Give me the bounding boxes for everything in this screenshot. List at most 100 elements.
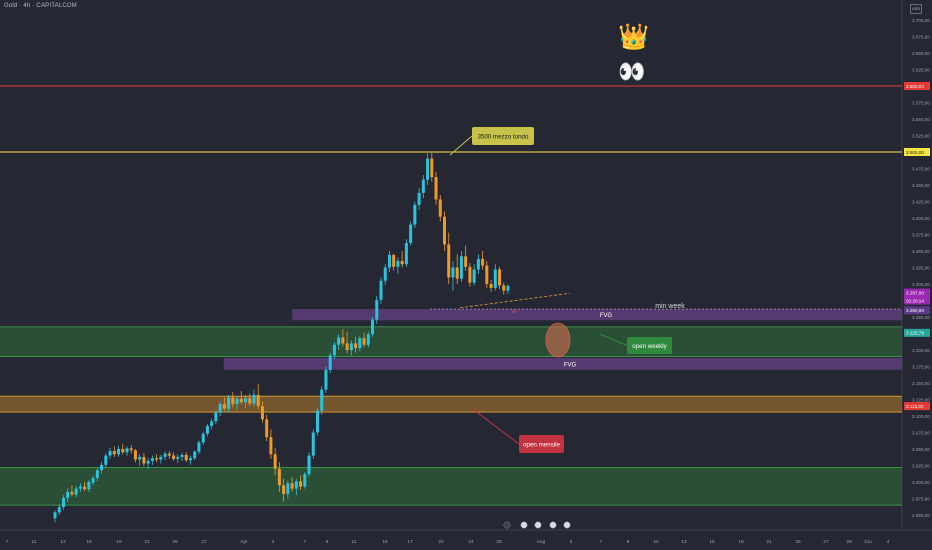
candle-body[interactable] <box>442 216 446 245</box>
candle-body[interactable] <box>159 456 163 460</box>
price-axis-panel[interactable] <box>902 0 932 550</box>
candle-body[interactable] <box>455 267 459 279</box>
candle-body[interactable] <box>345 343 349 350</box>
candle-body[interactable] <box>277 468 281 486</box>
candle-body[interactable] <box>180 454 184 457</box>
candle-body[interactable] <box>231 397 235 405</box>
candle-body[interactable] <box>74 488 78 495</box>
candle-body[interactable] <box>282 485 286 494</box>
candle-body[interactable] <box>417 192 421 205</box>
currency-button[interactable]: USD <box>910 4 922 14</box>
candle-body[interactable] <box>506 285 510 291</box>
candle-body[interactable] <box>83 486 87 490</box>
candle-body[interactable] <box>481 258 485 266</box>
candle-body[interactable] <box>125 448 129 453</box>
candle-body[interactable] <box>129 448 133 451</box>
candle-body[interactable] <box>184 454 188 461</box>
candle-body[interactable] <box>358 338 362 349</box>
candle-body[interactable] <box>290 483 294 489</box>
candle-body[interactable] <box>315 410 319 433</box>
candle-body[interactable] <box>117 449 121 455</box>
candle-body[interactable] <box>392 254 396 267</box>
candle-body[interactable] <box>464 256 468 267</box>
candle-body[interactable] <box>108 450 112 456</box>
candle-body[interactable] <box>286 483 290 494</box>
candle-body[interactable] <box>239 398 243 403</box>
candle-body[interactable] <box>235 398 239 405</box>
candle-body[interactable] <box>138 456 142 460</box>
flag-icon[interactable] <box>549 521 557 529</box>
candle-body[interactable] <box>476 258 480 270</box>
candle-body[interactable] <box>252 394 256 404</box>
candle-body[interactable] <box>375 299 379 320</box>
candle-body[interactable] <box>354 343 358 349</box>
candle-body[interactable] <box>78 486 82 489</box>
candle-body[interactable] <box>87 482 91 490</box>
candle-body[interactable] <box>222 404 226 409</box>
candle-body[interactable] <box>121 449 125 453</box>
candle-body[interactable] <box>201 433 205 443</box>
candle-body[interactable] <box>265 419 269 438</box>
candle-body[interactable] <box>468 266 472 283</box>
candle-body[interactable] <box>248 398 252 404</box>
candle-body[interactable] <box>57 507 61 513</box>
candle-body[interactable] <box>294 481 298 489</box>
candle-body[interactable] <box>150 458 154 461</box>
candle-body[interactable] <box>112 450 116 455</box>
candle-body[interactable] <box>371 319 375 335</box>
highlight-circle[interactable] <box>545 322 571 358</box>
candle-body[interactable] <box>227 397 231 409</box>
candle-body[interactable] <box>205 425 209 434</box>
candle-body[interactable] <box>260 406 264 420</box>
candle-body[interactable] <box>362 338 366 345</box>
candle-body[interactable] <box>100 464 104 471</box>
candle-body[interactable] <box>70 491 74 495</box>
candle-body[interactable] <box>142 456 146 464</box>
candle-body[interactable] <box>489 284 493 288</box>
candle-body[interactable] <box>434 177 438 200</box>
candle-body[interactable] <box>341 337 345 344</box>
candle-body[interactable] <box>472 269 476 283</box>
callout-box[interactable] <box>472 127 534 145</box>
candle-body[interactable] <box>91 478 95 483</box>
candle-body[interactable] <box>66 491 70 498</box>
candle-body[interactable] <box>349 343 353 350</box>
candle-body[interactable] <box>320 389 324 411</box>
flag-icon[interactable] <box>520 521 528 529</box>
candle-body[interactable] <box>485 265 489 284</box>
candle-body[interactable] <box>332 344 336 356</box>
candle-body[interactable] <box>324 369 328 390</box>
candle-body[interactable] <box>430 158 434 178</box>
candle-body[interactable] <box>366 334 370 345</box>
candle-body[interactable] <box>413 204 417 225</box>
candle-body[interactable] <box>256 394 260 407</box>
candle-body[interactable] <box>426 158 430 180</box>
candle-body[interactable] <box>502 285 506 291</box>
candle-body[interactable] <box>421 179 425 193</box>
candle-body[interactable] <box>459 256 463 279</box>
candle-body[interactable] <box>307 455 311 475</box>
candle-body[interactable] <box>337 337 341 345</box>
candle-body[interactable] <box>193 451 197 459</box>
candle-body[interactable] <box>155 458 159 460</box>
candle-body[interactable] <box>387 254 391 268</box>
candle-body[interactable] <box>400 260 404 265</box>
candle-body[interactable] <box>172 455 176 459</box>
event-flag-icon[interactable] <box>503 521 511 529</box>
candle-body[interactable] <box>133 450 137 460</box>
candle-body[interactable] <box>188 458 192 461</box>
candle-body[interactable] <box>379 280 383 300</box>
candle-body[interactable] <box>95 470 99 479</box>
candle-body[interactable] <box>396 260 400 267</box>
callout-box[interactable] <box>519 435 564 453</box>
trend-line[interactable] <box>459 292 571 309</box>
candle-body[interactable] <box>218 404 222 413</box>
candle-body[interactable] <box>146 460 150 464</box>
candle-body[interactable] <box>104 455 108 465</box>
candle-body[interactable] <box>404 243 408 265</box>
candle-body[interactable] <box>409 224 413 244</box>
candle-body[interactable] <box>61 497 65 508</box>
candle-body[interactable] <box>299 481 303 487</box>
candle-body[interactable] <box>53 512 57 519</box>
